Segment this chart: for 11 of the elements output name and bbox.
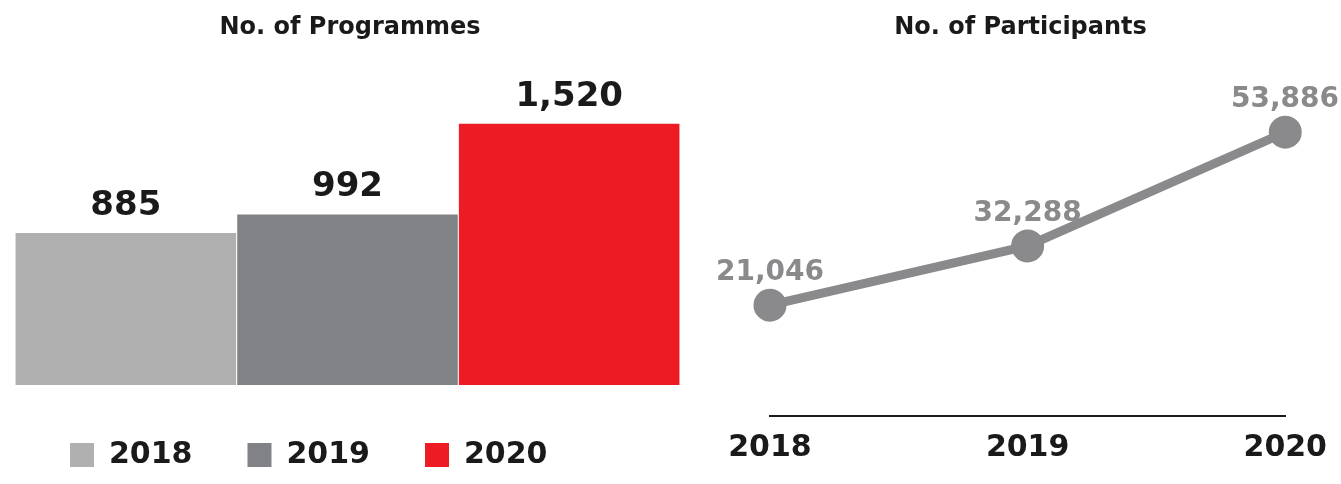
data-label: 1,520 <box>515 73 623 114</box>
data-label: 885 <box>90 182 162 223</box>
data-label: 32,288 <box>973 195 1082 229</box>
data-label: 992 <box>312 164 383 205</box>
x-tick-label: 2020 <box>1243 427 1327 463</box>
chart-title: No. of Programmes <box>218 12 482 40</box>
data-label: 21,046 <box>715 254 825 288</box>
chart-title: No. of Participants <box>893 12 1148 40</box>
x-tick-label: 2018 <box>728 427 812 463</box>
x-tick-label: 2019 <box>985 427 1070 463</box>
data-label: 53,886 <box>1230 81 1340 115</box>
